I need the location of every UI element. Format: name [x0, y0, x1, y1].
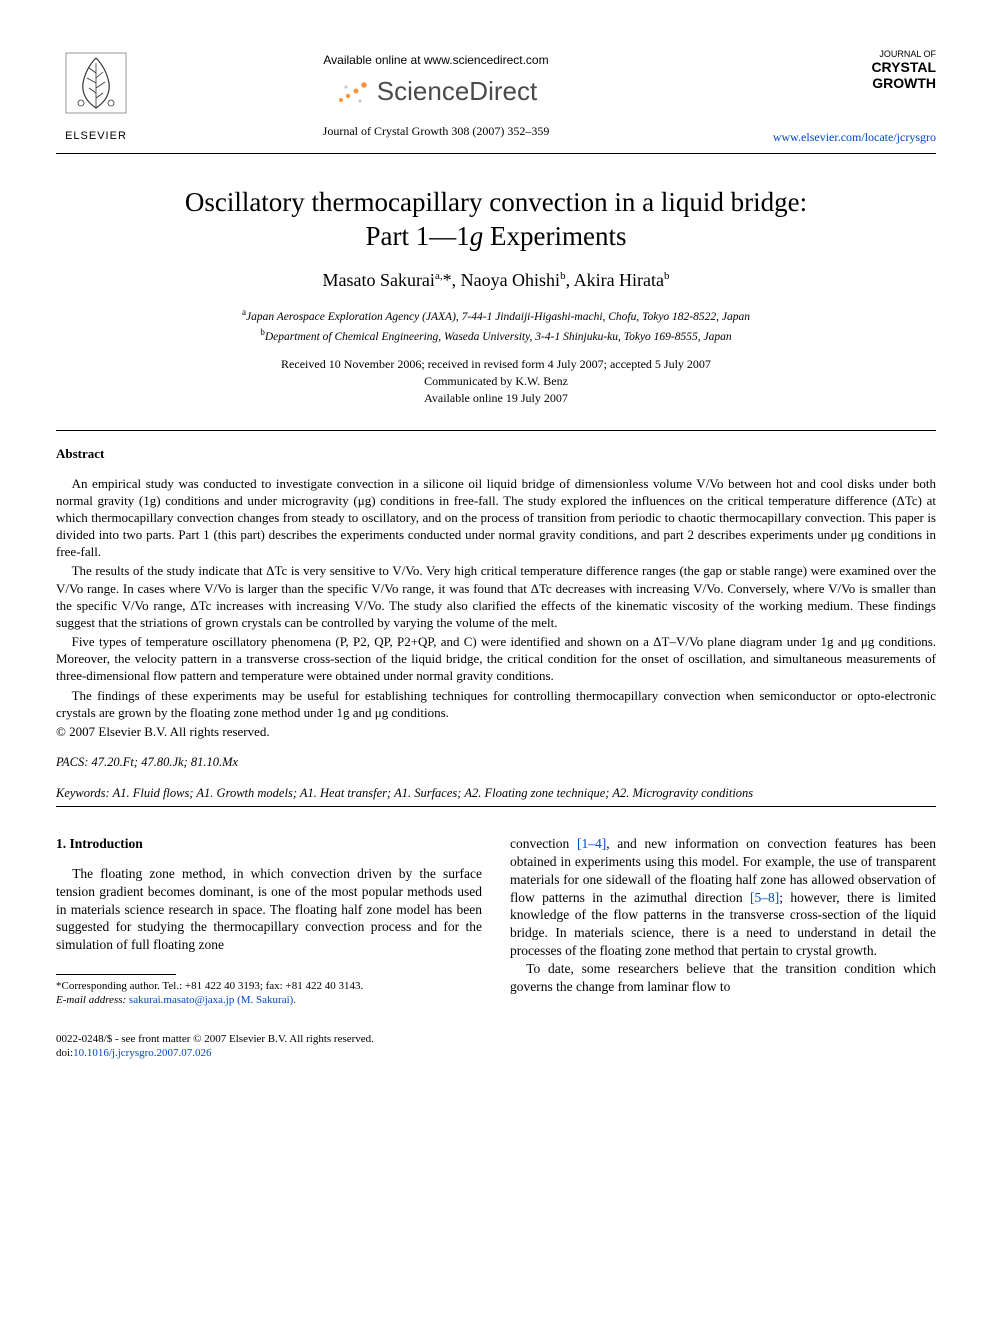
available-online-text: Available online at www.sciencedirect.co…: [136, 52, 736, 68]
title-line1: Oscillatory thermocapillary convection i…: [185, 187, 807, 217]
header-right: JOURNAL OF CRYSTAL GROWTH www.elsevier.c…: [736, 48, 936, 145]
authors: Masato Sakuraia,*, Naoya Ohishib, Akira …: [56, 268, 936, 292]
affiliation-a: aJapan Aerospace Exploration Agency (JAX…: [56, 306, 936, 325]
abstract-p4: The findings of these experiments may be…: [56, 687, 936, 721]
abstract-bottom-divider: [56, 806, 936, 807]
affiliations: aJapan Aerospace Exploration Agency (JAX…: [56, 306, 936, 346]
email-label: E-mail address:: [56, 994, 126, 1006]
pacs-label: PACS:: [56, 755, 88, 769]
journal-link[interactable]: www.elsevier.com/locate/jcrysgro: [736, 129, 936, 145]
pacs-line: PACS: 47.20.Ft; 47.80.Jk; 81.10.Mx: [56, 754, 936, 771]
sciencedirect-logo: ScienceDirect: [136, 74, 736, 109]
intro-p1-right: convection [1–4], and new information on…: [510, 835, 936, 960]
email-address[interactable]: sakurai.masato@jaxa.jp (M. Sakurai).: [126, 994, 296, 1006]
available-online-date: Available online 19 July 2007: [56, 390, 936, 406]
corr-author-email: E-mail address: sakurai.masato@jaxa.jp (…: [56, 993, 482, 1007]
abstract-p1: An empirical study was conducted to inve…: [56, 475, 936, 561]
intro-p1-left: The floating zone method, in which conve…: [56, 865, 482, 954]
header-divider: [56, 153, 936, 154]
elsevier-label: ELSEVIER: [56, 129, 136, 144]
keywords-line: Keywords: A1. Fluid flows; A1. Growth mo…: [56, 785, 936, 802]
article-dates: Received 10 November 2006; received in r…: [56, 356, 936, 407]
right-column: convection [1–4], and new information on…: [510, 835, 936, 1007]
abstract-top-divider: [56, 430, 936, 431]
title-line2b: Experiments: [483, 221, 626, 251]
ref-link-1-4[interactable]: [1–4]: [577, 836, 606, 851]
journal-reference: Journal of Crystal Growth 308 (2007) 352…: [136, 123, 736, 139]
section-1-heading: 1. Introduction: [56, 835, 482, 853]
elsevier-logo: ELSEVIER: [56, 48, 136, 144]
sciencedirect-dots-icon: [335, 78, 369, 106]
page-footer: 0022-0248/$ - see front matter © 2007 El…: [56, 1032, 936, 1061]
keywords-text: A1. Fluid flows; A1. Growth models; A1. …: [110, 786, 753, 800]
abstract-body: An empirical study was conducted to inve…: [56, 475, 936, 721]
ref-link-5-8[interactable]: [5–8]: [750, 890, 779, 905]
copyright: © 2007 Elsevier B.V. All rights reserved…: [56, 723, 936, 741]
journal-name-line1: CRYSTAL: [736, 60, 936, 75]
received-date: Received 10 November 2006; received in r…: [56, 356, 936, 372]
footer-doi: doi:10.1016/j.jcrysgro.2007.07.026: [56, 1046, 936, 1060]
doi-label: doi:: [56, 1047, 73, 1059]
abstract-p3: Five types of temperature oscillatory ph…: [56, 633, 936, 684]
left-column: 1. Introduction The floating zone method…: [56, 835, 482, 1007]
intro-p2-right: To date, some researchers believe that t…: [510, 960, 936, 996]
page-header: ELSEVIER Available online at www.science…: [56, 48, 936, 145]
journal-name-line2: GROWTH: [736, 76, 936, 91]
sciencedirect-text: ScienceDirect: [377, 74, 537, 109]
corr-author-tel: *Corresponding author. Tel.: +81 422 40 …: [56, 979, 482, 993]
title-line2a: Part 1—1: [366, 221, 470, 251]
body-columns: 1. Introduction The floating zone method…: [56, 835, 936, 1007]
footer-copyright: 0022-0248/$ - see front matter © 2007 El…: [56, 1032, 936, 1046]
pacs-codes: 47.20.Ft; 47.80.Jk; 81.10.Mx: [88, 755, 238, 769]
abstract-heading: Abstract: [56, 445, 936, 463]
footnote-rule: [56, 974, 176, 975]
keywords-label: Keywords:: [56, 786, 110, 800]
affiliation-b: bDepartment of Chemical Engineering, Was…: [56, 326, 936, 345]
communicated-by: Communicated by K.W. Benz: [56, 373, 936, 389]
doi-value[interactable]: 10.1016/j.jcrysgro.2007.07.026: [73, 1047, 211, 1059]
title-line2-g: g: [470, 221, 484, 251]
abstract-p2: The results of the study indicate that Δ…: [56, 562, 936, 631]
elsevier-tree-icon: [61, 48, 131, 118]
corresponding-author-footnote: *Corresponding author. Tel.: +81 422 40 …: [56, 979, 482, 1008]
article-title: Oscillatory thermocapillary convection i…: [56, 186, 936, 254]
header-center: Available online at www.sciencedirect.co…: [136, 48, 736, 139]
